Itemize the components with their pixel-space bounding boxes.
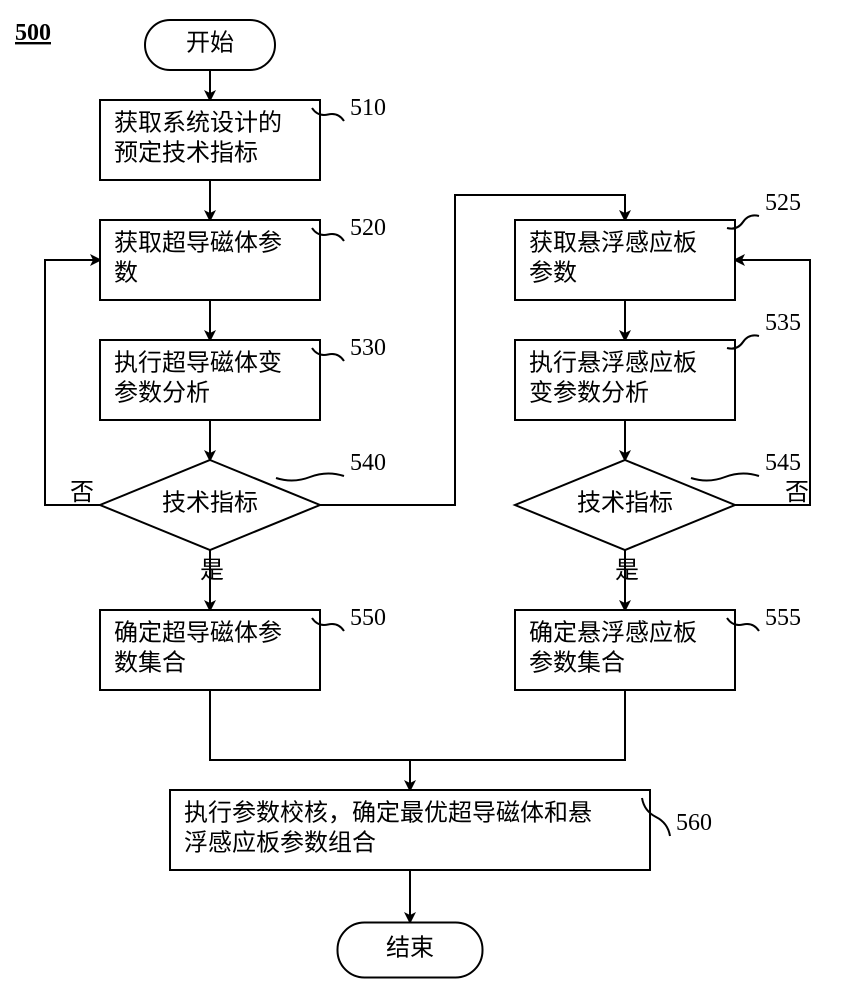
nodes: 开始获取系统设计的预定技术指标获取超导磁体参数执行超导磁体变参数分析技术指标确定…: [100, 20, 735, 978]
node-end: 结束: [338, 923, 483, 978]
branch-label: 是: [200, 558, 224, 584]
node-text: 变参数分析: [529, 380, 649, 407]
branch-label: 否: [70, 480, 94, 506]
edge: [210, 690, 410, 790]
ref-530: 530: [312, 335, 386, 361]
ref-label: 545: [765, 450, 801, 476]
ref-label: 535: [765, 310, 801, 336]
node-n510: 获取系统设计的预定技术指标: [100, 100, 320, 180]
ref-535: 535: [727, 310, 801, 349]
node-text: 技术指标: [162, 490, 258, 517]
node-n555: 确定悬浮感应板参数集合: [515, 610, 735, 690]
ref-label: 550: [350, 605, 386, 631]
node-n525: 获取悬浮感应板参数: [515, 220, 735, 300]
ref-520: 520: [312, 215, 386, 241]
node-text: 获取超导磁体参: [114, 230, 282, 257]
ref-label: 520: [350, 215, 386, 241]
node-n535: 执行悬浮感应板变参数分析: [515, 340, 735, 420]
node-text: 参数集合: [529, 650, 625, 677]
node-d545: 技术指标: [515, 460, 735, 550]
ref-510: 510: [312, 95, 386, 121]
node-n520: 获取超导磁体参数: [100, 220, 320, 300]
ref-525: 525: [727, 190, 801, 229]
edge: [410, 690, 625, 760]
node-text: 确定超导磁体参: [114, 620, 282, 647]
ref-540: 540: [276, 450, 386, 481]
node-d540: 技术指标: [100, 460, 320, 550]
ref-label: 555: [765, 605, 801, 631]
ref-label: 560: [676, 810, 712, 836]
edge: [45, 260, 100, 505]
ref-545: 545: [691, 450, 801, 481]
node-text: 浮感应板参数组合: [184, 830, 376, 857]
node-text: 数集合: [114, 650, 186, 677]
node-text: 执行参数校核，确定最优超导磁体和悬: [184, 800, 592, 827]
ref-555: 555: [727, 605, 801, 631]
node-text: 数: [114, 260, 138, 287]
ref-label: 525: [765, 190, 801, 216]
node-n530: 执行超导磁体变参数分析: [100, 340, 320, 420]
ref-label: 510: [350, 95, 386, 121]
figure-label: 500: [15, 20, 51, 46]
branch-label: 是: [615, 558, 639, 584]
node-text: 结束: [386, 935, 434, 962]
node-n560: 执行参数校核，确定最优超导磁体和悬浮感应板参数组合: [170, 790, 650, 870]
node-text: 执行悬浮感应板: [529, 350, 697, 377]
ref-560: 560: [642, 798, 712, 836]
ref-550: 550: [312, 605, 386, 631]
node-text: 获取系统设计的: [114, 110, 282, 137]
node-start: 开始: [145, 20, 275, 70]
node-text: 技术指标: [577, 490, 673, 517]
ref-label: 530: [350, 335, 386, 361]
node-text: 开始: [186, 30, 234, 57]
node-text: 获取悬浮感应板: [529, 230, 697, 257]
node-text: 确定悬浮感应板: [529, 620, 697, 647]
node-n550: 确定超导磁体参数集合: [100, 610, 320, 690]
flowchart: 500开始获取系统设计的预定技术指标获取超导磁体参数执行超导磁体变参数分析技术指…: [0, 0, 867, 1000]
node-text: 预定技术指标: [114, 140, 258, 167]
ref-label: 540: [350, 450, 386, 476]
node-text: 参数: [529, 260, 577, 287]
node-text: 执行超导磁体变: [114, 350, 282, 377]
node-text: 参数分析: [114, 380, 210, 407]
branch-label: 否: [785, 480, 809, 506]
